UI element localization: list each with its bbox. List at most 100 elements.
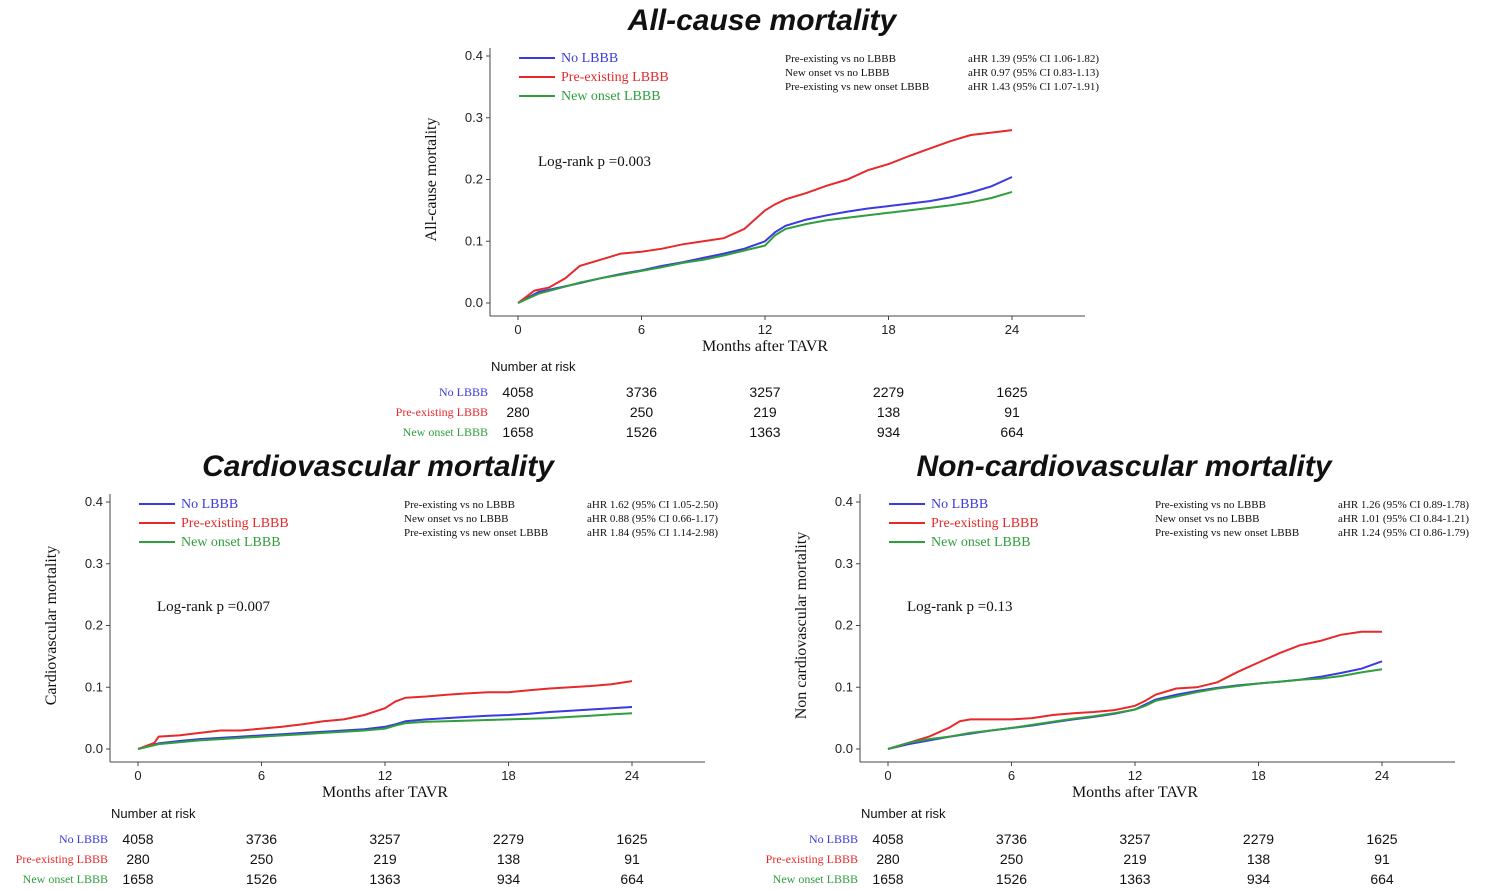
y-tick-label: 0.0	[835, 741, 853, 756]
x-tick-label: 0	[514, 322, 521, 337]
x-tick-label: 24	[1375, 768, 1389, 783]
risk-value: 91	[1374, 851, 1390, 867]
risk-value: 91	[624, 851, 640, 867]
risk-value: 91	[1004, 404, 1020, 420]
risk-value: 1526	[995, 871, 1028, 887]
y-tick-label: 0.4	[85, 494, 103, 509]
chart-title: All-cause mortality	[627, 4, 897, 37]
risk-value: 1625	[616, 831, 648, 847]
hr-comparison: Pre-existing vs no LBBB	[1155, 499, 1266, 511]
risk-row-label: No LBBB	[58, 832, 108, 846]
risk-value: 1363	[369, 871, 401, 887]
x-tick-label: 6	[638, 322, 645, 337]
x-tick-label: 18	[1251, 768, 1265, 783]
risk-value: 934	[496, 871, 521, 887]
risk-value: 1625	[1366, 831, 1398, 847]
hr-value: aHR 1.39 (95% CI 1.06-1.82)	[968, 53, 1099, 65]
risk-value: 219	[1123, 851, 1147, 867]
hr-comparison: Pre-existing vs new onset LBBB	[785, 81, 929, 93]
y-tick-label: 0.3	[465, 110, 483, 125]
risk-row-label: New onset LBBB	[402, 425, 488, 439]
risk-value: 250	[249, 851, 274, 867]
hr-value: aHR 0.97 (95% CI 0.83-1.13)	[968, 67, 1099, 79]
legend-label: New onset LBBB	[181, 535, 281, 550]
risk-value: 1526	[245, 871, 278, 887]
risk-value: 138	[496, 851, 521, 867]
chart-plot: 0.0 0.1 0.2 0.3 0.4 0 6 12 18 24 Months after TAVR…	[43, 494, 718, 801]
hr-comparison: New onset vs no LBBB	[1155, 513, 1260, 525]
hr-value: aHR 0.88 (95% CI 0.66-1.17)	[587, 513, 718, 525]
risk-value: 1658	[502, 424, 534, 440]
risk-value: 1625	[996, 384, 1028, 400]
risk-value: 1363	[749, 424, 781, 440]
x-tick-label: 6	[1008, 768, 1015, 783]
x-tick-label: 24	[1005, 322, 1019, 337]
risk-value: 934	[876, 424, 901, 440]
risk-value: 3736	[245, 831, 278, 847]
hr-comparison: Pre-existing vs new onset LBBB	[404, 527, 548, 539]
panel-all-cause: All-cause mortality 0.0 0.1 0.2 0.3 0.4 0 6 12 1…	[395, 4, 1100, 440]
legend-label: No LBBB	[931, 497, 988, 512]
x-tick-label: 0	[134, 768, 141, 783]
hr-comparison: Pre-existing vs no LBBB	[785, 53, 896, 65]
risk-row-label: Pre-existing LBBB	[395, 405, 488, 419]
hr-value: aHR 1.26 (95% CI 0.89-1.78)	[1338, 499, 1469, 511]
y-tick-label: 0.4	[465, 48, 483, 63]
x-tick-label: 12	[758, 322, 772, 337]
risk-value: 3257	[749, 384, 781, 400]
x-tick-label: 0	[884, 768, 891, 783]
risk-value: 3736	[625, 384, 658, 400]
risk-value: 138	[1246, 851, 1271, 867]
risk-value: 2279	[872, 384, 905, 400]
y-tick-label: 0.3	[835, 556, 853, 571]
series-line-pre-existing-lbbb	[887, 630, 1382, 750]
risk-value: 3736	[995, 831, 1028, 847]
risk-value: 2279	[492, 831, 525, 847]
risk-value: 4058	[502, 384, 534, 400]
hr-value: aHR 1.62 (95% CI 1.05-2.50)	[587, 499, 718, 511]
risk-value: 280	[506, 404, 530, 420]
risk-row-label: No LBBB	[438, 385, 488, 399]
legend-label: Pre-existing LBBB	[181, 516, 289, 531]
chart-title: Non-cardiovascular mortality	[916, 450, 1332, 483]
risk-value: 1658	[872, 871, 904, 887]
series-line-new-onset-lbbb	[137, 712, 633, 750]
x-tick-label: 18	[881, 322, 895, 337]
hr-value: aHR 1.84 (95% CI 1.14-2.98)	[587, 527, 718, 539]
legend-label: No LBBB	[181, 497, 238, 512]
risk-table-title: Number at risk	[111, 806, 196, 821]
series-line-pre-existing-lbbb	[137, 680, 633, 750]
risk-value: 664	[1000, 424, 1024, 440]
y-tick-label: 0.4	[835, 494, 853, 509]
risk-row-label: No LBBB	[808, 832, 858, 846]
risk-value: 250	[629, 404, 654, 420]
x-tick-label: 6	[258, 768, 265, 783]
y-axis-label: All-cause mortality	[423, 118, 440, 242]
risk-row-label: New onset LBBB	[772, 872, 858, 886]
x-axis-label: Months after TAVR	[322, 784, 448, 801]
risk-value: 1526	[625, 424, 658, 440]
risk-value: 4058	[122, 831, 154, 847]
legend-label: New onset LBBB	[561, 89, 661, 104]
risk-value: 219	[753, 404, 777, 420]
x-tick-label: 18	[501, 768, 515, 783]
hr-value: aHR 1.01 (95% CI 0.84-1.21)	[1338, 513, 1469, 525]
risk-value: 3257	[369, 831, 401, 847]
y-tick-label: 0.0	[465, 295, 483, 310]
chart-plot: 0.0 0.1 0.2 0.3 0.4 0 6 12 18 24 Months after TAVR…	[793, 494, 1469, 801]
legend-label: New onset LBBB	[931, 535, 1031, 550]
y-axis-label: Cardiovascular mortality	[43, 546, 60, 706]
hr-comparison: New onset vs no LBBB	[785, 67, 890, 79]
risk-row-label: Pre-existing LBBB	[765, 852, 858, 866]
legend-label: No LBBB	[561, 51, 618, 66]
x-tick-label: 24	[625, 768, 639, 783]
y-tick-label: 0.2	[85, 618, 103, 633]
y-tick-label: 0.1	[465, 233, 483, 248]
risk-value: 138	[876, 404, 901, 420]
legend-label: Pre-existing LBBB	[561, 70, 669, 85]
series-line-pre-existing-lbbb	[517, 129, 1013, 304]
risk-value: 280	[126, 851, 150, 867]
y-tick-label: 0.1	[85, 679, 103, 694]
hr-comparison: New onset vs no LBBB	[404, 513, 509, 525]
